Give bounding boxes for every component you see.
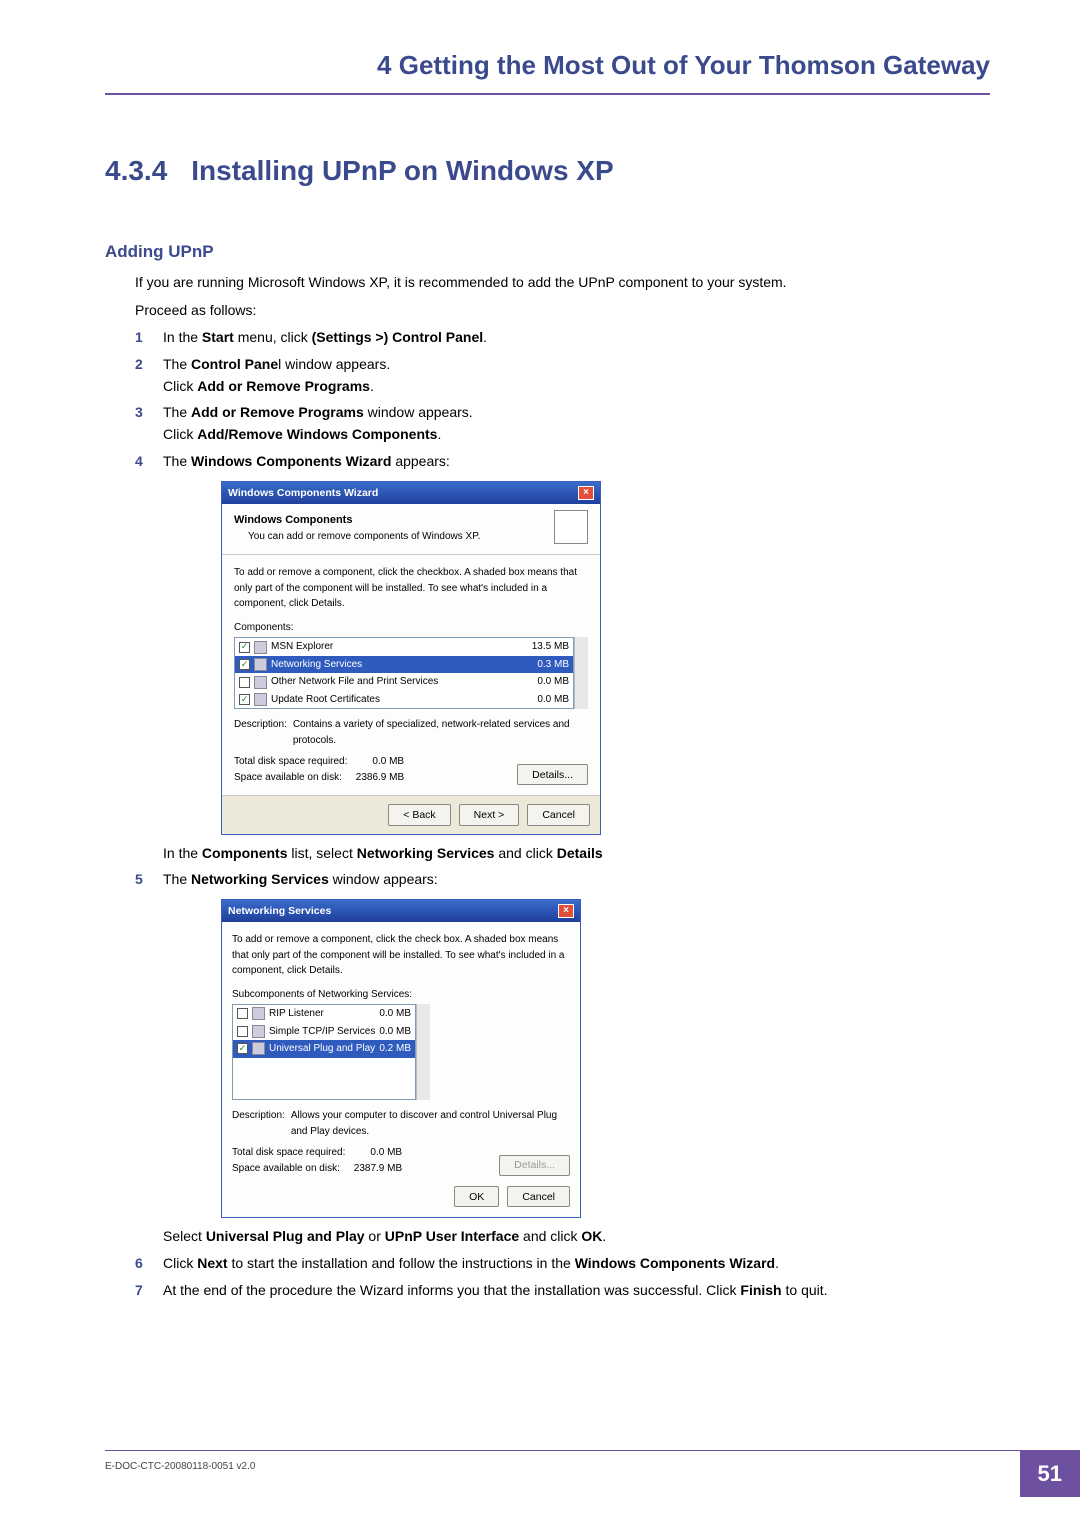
subcomponents-list[interactable]: RIP Listener0.0 MB Simple TCP/IP Service… <box>232 1004 416 1100</box>
item-icon <box>254 641 267 654</box>
chapter-title: Getting the Most Out of Your Thomson Gat… <box>399 50 990 80</box>
desc-text: Allows your computer to discover and con… <box>291 1108 570 1139</box>
desc-label: Description: <box>232 1108 285 1139</box>
step-1: 1 In the Start menu, click (Settings >) … <box>135 327 990 349</box>
section-number: 4.3.4 <box>105 155 167 186</box>
window-title: Networking Services <box>228 903 331 919</box>
list-item[interactable]: RIP Listener0.0 MB <box>233 1005 415 1023</box>
chapter-number: 4 <box>377 50 391 80</box>
components-list[interactable]: ✓MSN Explorer13.5 MB ✓Networking Service… <box>234 637 574 709</box>
list-item[interactable]: ✓Universal Plug and Play0.2 MB <box>233 1040 415 1058</box>
step-2: 2 The Control Panel window appears. Clic… <box>135 354 990 397</box>
wizard-heading: Windows Components <box>234 512 588 529</box>
window-title: Windows Components Wizard <box>228 485 378 501</box>
cancel-button[interactable]: Cancel <box>507 1186 570 1207</box>
checkbox-icon[interactable]: ✓ <box>239 659 250 670</box>
close-icon[interactable]: × <box>558 904 574 918</box>
list-item[interactable]: Simple TCP/IP Services0.0 MB <box>233 1023 415 1041</box>
item-icon <box>252 1042 265 1055</box>
item-icon <box>252 1025 265 1038</box>
step-7: 7 At the end of the procedure the Wizard… <box>135 1280 990 1302</box>
page-number: 51 <box>1020 1451 1080 1497</box>
scrollbar[interactable] <box>574 637 588 709</box>
help-text: To add or remove a component, click the … <box>232 932 570 979</box>
section-title: 4.3.4 Installing UPnP on Windows XP <box>105 155 990 187</box>
item-icon <box>252 1007 265 1020</box>
item-icon <box>254 658 267 671</box>
step-3: 3 The Add or Remove Programs window appe… <box>135 402 990 445</box>
step-5: 5 The Networking Services window appears… <box>135 869 990 1248</box>
components-label: Components: <box>234 620 588 636</box>
subheading: Adding UPnP <box>105 242 990 262</box>
subcomponents-label: Subcomponents of Networking Services: <box>232 987 570 1003</box>
close-icon[interactable]: × <box>578 486 594 500</box>
list-item[interactable]: ✓MSN Explorer13.5 MB <box>235 638 573 656</box>
list-item[interactable]: ✓Update Root Certificates0.0 MB <box>235 691 573 709</box>
wizard-subtext: You can add or remove components of Wind… <box>234 529 588 545</box>
intro-1: If you are running Microsoft Windows XP,… <box>135 272 990 294</box>
doc-id: E-DOC-CTC-20080118-0051 v2.0 <box>105 1461 255 1472</box>
details-button: Details... <box>499 1155 570 1176</box>
checkbox-icon[interactable] <box>237 1026 248 1037</box>
item-icon <box>254 676 267 689</box>
step-6: 6 Click Next to start the installation a… <box>135 1253 990 1275</box>
list-item[interactable]: ✓Networking Services0.3 MB <box>235 656 573 674</box>
help-text: To add or remove a component, click the … <box>234 565 588 612</box>
networking-window: Networking Services × To add or remove a… <box>221 899 581 1219</box>
chapter-header: 4 Getting the Most Out of Your Thomson G… <box>105 50 990 95</box>
titlebar: Networking Services × <box>222 900 580 922</box>
wizard-icon <box>554 510 588 544</box>
checkbox-icon[interactable] <box>237 1008 248 1019</box>
ok-button[interactable]: OK <box>454 1186 499 1207</box>
intro-2: Proceed as follows: <box>135 300 990 322</box>
section-heading: Installing UPnP on Windows XP <box>191 155 613 186</box>
scrollbar[interactable] <box>416 1004 430 1100</box>
desc-text: Contains a variety of specialized, netwo… <box>293 717 588 748</box>
item-icon <box>254 693 267 706</box>
desc-label: Description: <box>234 717 287 748</box>
checkbox-icon[interactable] <box>239 677 250 688</box>
details-button[interactable]: Details... <box>517 764 588 785</box>
checkbox-icon[interactable]: ✓ <box>239 642 250 653</box>
step-4: 4 The Windows Components Wizard appears:… <box>135 451 990 864</box>
wizard-window: Windows Components Wizard × Windows Comp… <box>221 481 601 835</box>
checkbox-icon[interactable]: ✓ <box>237 1043 248 1054</box>
titlebar: Windows Components Wizard × <box>222 482 600 504</box>
checkbox-icon[interactable]: ✓ <box>239 694 250 705</box>
cancel-button[interactable]: Cancel <box>527 804 590 825</box>
back-button[interactable]: < Back <box>388 804 450 825</box>
next-button[interactable]: Next > <box>459 804 520 825</box>
list-item[interactable]: Other Network File and Print Services0.0… <box>235 673 573 691</box>
